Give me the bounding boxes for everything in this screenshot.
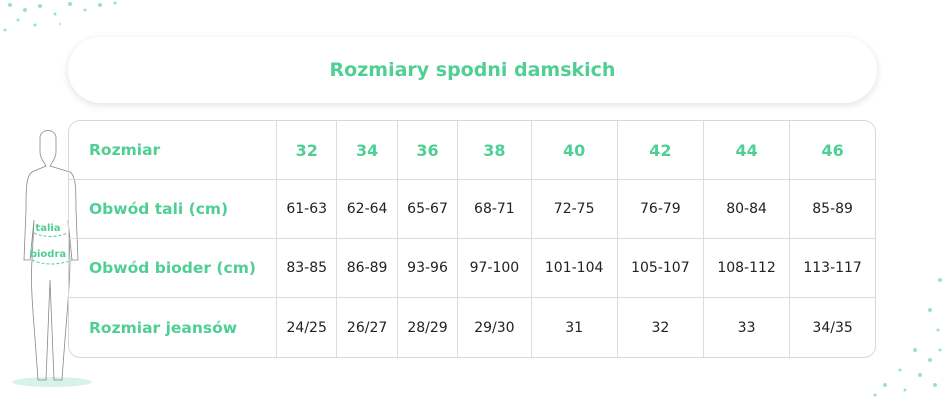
table-cell: 80-84 (703, 180, 791, 239)
table-row: Obwód bioder (cm) 83-85 86-89 93-96 97-1… (69, 239, 875, 298)
size-cell: 32 (277, 121, 338, 180)
table-cell: 68-71 (458, 180, 532, 239)
table-cell: 32 (618, 298, 704, 357)
size-cell: 36 (397, 121, 459, 180)
page-title: Rozmiary spodni damskich (68, 37, 877, 103)
table-cell: 113-117 (790, 239, 875, 298)
size-cell: 40 (531, 121, 618, 180)
table-cell: 86-89 (337, 239, 398, 298)
table-cell: 61-63 (277, 180, 338, 239)
table-cell: 29/30 (458, 298, 532, 357)
table-header-row: Rozmiar 32 34 36 38 40 42 44 46 (69, 121, 875, 180)
table-cell: 83-85 (277, 239, 338, 298)
row-label: Obwód tali (cm) (69, 180, 277, 239)
table-cell: 33 (704, 298, 791, 357)
table-cell: 85-89 (790, 180, 875, 239)
table-cell: 62-64 (337, 180, 398, 239)
table-row: Rozmiar jeansów 24/25 26/27 28/29 29/30 … (69, 298, 875, 357)
hip-label: biodra (30, 249, 66, 260)
size-cell: 44 (703, 121, 791, 180)
waist-label: talia (35, 223, 60, 234)
size-table: Rozmiar 32 34 36 38 40 42 44 46 Obwód ta… (68, 120, 876, 358)
size-cell: 34 (337, 121, 398, 180)
table-cell: 31 (532, 298, 618, 357)
table-cell: 101-104 (531, 239, 618, 298)
table-cell: 65-67 (397, 180, 459, 239)
row-label: Obwód bioder (cm) (69, 239, 277, 298)
body-silhouette-figure: talia biodra (12, 130, 92, 387)
table-cell: 105-107 (617, 239, 704, 298)
table-row: Obwód tali (cm) 61-63 62-64 65-67 68-71 … (69, 180, 875, 239)
decorative-dots-bottom-right (873, 278, 942, 397)
size-cell: 42 (617, 121, 704, 180)
row-label: Rozmiar (69, 121, 277, 180)
table-cell: 97-100 (458, 239, 532, 298)
decorative-dots-top-left (3, 1, 117, 32)
size-cell: 38 (458, 121, 532, 180)
size-cell: 46 (790, 121, 875, 180)
table-cell: 93-96 (397, 239, 459, 298)
table-cell: 28/29 (398, 298, 459, 357)
table-cell: 76-79 (617, 180, 704, 239)
table-cell: 26/27 (337, 298, 398, 357)
table-cell: 108-112 (703, 239, 791, 298)
table-cell: 34/35 (812, 319, 853, 336)
table-cell: 72-75 (531, 180, 618, 239)
row-label: Rozmiar jeansów (69, 298, 277, 357)
table-cell: 24/25 (277, 298, 338, 357)
